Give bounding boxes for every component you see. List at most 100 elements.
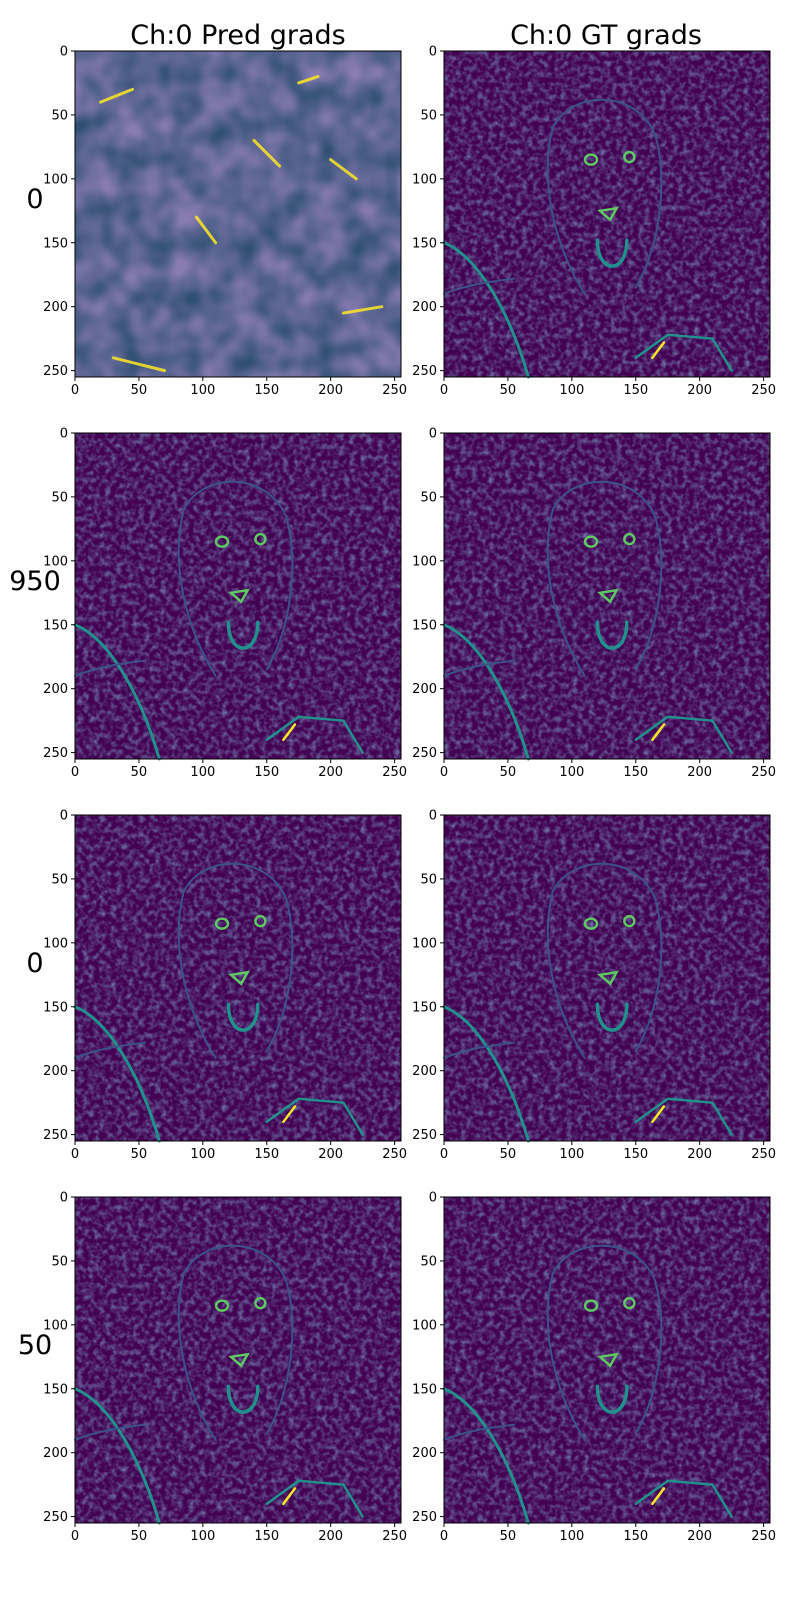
edge-texture (444, 815, 770, 1141)
mane-edge (546, 1272, 586, 1441)
left-eye-edge (583, 535, 599, 548)
y-tick-label: 200 (43, 1446, 68, 1461)
x-tick-label: 200 (318, 1147, 343, 1162)
right-eye-edge (623, 914, 636, 928)
twig-edge (265, 715, 364, 754)
y-tick-label: 0 (429, 1191, 437, 1206)
left-eye-edge (214, 1299, 230, 1312)
x-tick-label: 100 (190, 1147, 215, 1162)
x-tick-label: 200 (318, 1529, 343, 1544)
y-tick-label: 250 (43, 364, 68, 379)
twig-highlight (282, 1487, 297, 1506)
y-tick-label: 50 (51, 108, 68, 123)
x-tick-label: 200 (687, 765, 712, 780)
x-tick-label: 200 (687, 1529, 712, 1544)
noise-streak (252, 138, 282, 168)
x-tick-label: 150 (623, 1147, 648, 1162)
x-tick-label: 50 (500, 1529, 517, 1544)
stick-edge (74, 1423, 147, 1441)
row-label-1: 0 (26, 184, 43, 215)
axes-frame (443, 432, 771, 760)
x-tick-label: 50 (131, 1529, 148, 1544)
x-tick-label: 200 (687, 1147, 712, 1162)
y-tick-label: 50 (51, 872, 68, 887)
y-tick-label: 150 (43, 1000, 68, 1015)
y-tick-label: 250 (43, 1128, 68, 1143)
nose-edge (597, 206, 619, 222)
y-tick-label: 150 (412, 618, 437, 633)
y-tick-label: 150 (43, 1382, 68, 1397)
mane-edge (177, 1272, 217, 1441)
y-tick-label: 250 (412, 1128, 437, 1143)
x-tick-label: 250 (382, 383, 407, 398)
y-tick-label: 50 (51, 490, 68, 505)
y-tick-label: 100 (43, 172, 68, 187)
y-tick-label: 100 (43, 936, 68, 951)
x-tick-label: 50 (500, 765, 517, 780)
right-eye-edge (254, 532, 267, 546)
x-tick-label: 200 (318, 383, 343, 398)
x-tick-label: 200 (687, 383, 712, 398)
stick-edge (74, 1041, 147, 1059)
mane-edge (177, 508, 217, 677)
y-tick-label: 0 (60, 1191, 68, 1206)
axes-frame (74, 814, 402, 1142)
stick-edge (443, 1423, 516, 1441)
x-tick-label: 0 (440, 765, 448, 780)
x-tick-label: 0 (71, 1529, 79, 1544)
x-tick-label: 100 (190, 765, 215, 780)
edge-texture (75, 815, 401, 1141)
y-tick-label: 50 (420, 872, 437, 887)
x-tick-label: 0 (440, 1529, 448, 1544)
y-tick-label: 200 (412, 1064, 437, 1079)
x-tick-label: 100 (559, 765, 584, 780)
mouth-edge (595, 238, 629, 268)
x-tick-label: 0 (440, 1147, 448, 1162)
left-eye-edge (583, 1299, 599, 1312)
right-eye-edge (254, 1296, 267, 1310)
mouth-edge (595, 620, 629, 650)
stick-edge (443, 1041, 516, 1059)
left-eye-edge (214, 535, 230, 548)
x-tick-label: 0 (71, 383, 79, 398)
y-tick-label: 0 (60, 809, 68, 824)
mane-edge (551, 1244, 663, 1435)
stick-edge (443, 659, 516, 677)
x-tick-label: 150 (254, 1529, 279, 1544)
row-label-4: 50 (18, 1330, 52, 1361)
stick-edge (73, 1387, 161, 1525)
twig-highlight (282, 723, 297, 742)
x-tick-label: 50 (131, 383, 148, 398)
x-tick-label: 50 (500, 1147, 517, 1162)
right-eye-edge (623, 532, 636, 546)
twig-edge (265, 1097, 364, 1136)
stick-edge (74, 659, 147, 677)
twig-edge (265, 1479, 364, 1518)
stick-edge (73, 1005, 161, 1143)
mouth-edge (226, 1384, 260, 1414)
nose-edge (228, 588, 250, 604)
y-tick-label: 50 (420, 108, 437, 123)
x-tick-label: 250 (382, 1529, 407, 1544)
y-tick-label: 0 (60, 45, 68, 60)
y-tick-label: 50 (420, 490, 437, 505)
axes-frame (74, 432, 402, 760)
x-tick-label: 100 (559, 1147, 584, 1162)
right-eye-edge (254, 914, 267, 928)
left-eye-edge (214, 917, 230, 930)
noise-streak (297, 75, 320, 85)
stick-edge (442, 241, 530, 379)
stick-edge (442, 1005, 530, 1143)
y-tick-label: 150 (412, 1382, 437, 1397)
y-tick-label: 0 (60, 427, 68, 442)
noise-streak (194, 215, 218, 245)
x-tick-label: 150 (254, 1147, 279, 1162)
y-tick-label: 0 (429, 45, 437, 60)
column-title-gt: Ch:0 GT grads (510, 20, 702, 51)
